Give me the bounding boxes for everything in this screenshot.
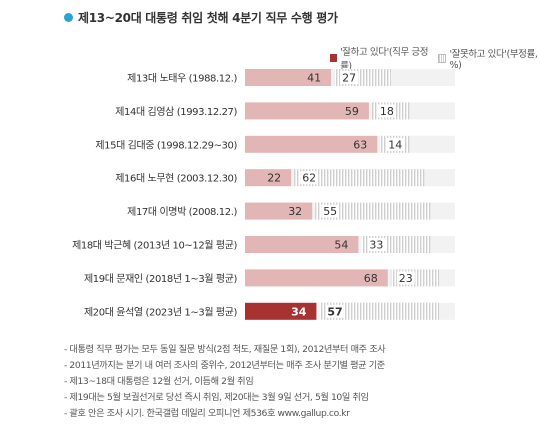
negative-value-label: 27 <box>342 72 356 85</box>
negative-label-bg <box>321 204 340 218</box>
category-label: 제15대 김대중 (1998.12.29~30) <box>95 139 237 151</box>
category-label: 제20대 윤석열 (2023년 1~3월 평균) <box>84 306 237 318</box>
footnotes: - 대통령 직무 평가는 모두 동일 질문 방식(2점 척도, 재질문 1회),… <box>64 342 386 422</box>
legend-label-negative: '잘못하고 있다'(부정률, %) <box>449 48 538 71</box>
legend-swatch-positive <box>330 54 338 62</box>
positive-value-label: 63 <box>353 138 367 151</box>
negative-bar <box>315 202 431 220</box>
footnote: - 제13~18대 대통령은 12월 선거, 이듬해 2월 취임 <box>64 376 254 387</box>
negative-value-label: 23 <box>399 272 413 285</box>
negative-label-bg <box>396 271 415 285</box>
bar-chart: 제13대 노태우 (1988.12.) 41 27 제14대 김영삼 (1993.12… <box>72 69 455 320</box>
positive-value-label: 34 <box>291 305 307 318</box>
positive-bar <box>245 135 378 153</box>
category-label: 제14대 김영삼 (1993.12.27) <box>115 106 237 118</box>
negative-label-bg <box>367 238 386 251</box>
category-label: 제13대 노태우 (1988.12.) <box>127 73 237 85</box>
negative-value-label: 18 <box>380 105 394 118</box>
positive-value-label: 41 <box>307 72 321 85</box>
positive-bar <box>245 236 359 253</box>
negative-label-bg <box>377 104 396 118</box>
positive-bar <box>245 269 388 287</box>
positive-value-label: 59 <box>345 105 359 118</box>
bullet-dot-icon <box>64 13 73 22</box>
legend-item-negative: '잘못하고 있다'(부정률, %) <box>438 44 540 72</box>
negative-value-label: 14 <box>388 138 402 151</box>
negative-value-label: 33 <box>369 239 383 252</box>
negative-label-bg <box>386 137 405 151</box>
positive-value-label: 68 <box>364 272 378 285</box>
chart-title: 제13~20대 대통령 취임 첫해 4분기 직무 수행 평가 <box>78 11 338 25</box>
negative-label-bg <box>325 304 344 318</box>
positive-bar <box>245 102 369 120</box>
category-label: 제18대 박근혜 (2013년 10~12월 평균) <box>72 240 237 252</box>
category-label: 제17대 이명박 (2008.12.) <box>127 206 237 218</box>
negative-bar <box>319 302 440 320</box>
negative-value-label: 55 <box>323 205 337 218</box>
negative-bar <box>294 169 425 187</box>
positive-bar <box>245 69 332 86</box>
footnote: - 2011년까지는 분기 내 여러 조사의 중위수, 2012년부터는 매주 … <box>64 360 385 371</box>
positive-bar <box>245 169 292 187</box>
chart-title-row: 제13~20대 대통령 취임 첫해 4분기 직무 수행 평가 <box>64 9 338 26</box>
legend-label-positive: '잘하고 있다'(직무 긍정률) <box>340 47 429 72</box>
positive-value-label: 54 <box>334 239 348 252</box>
negative-value-label: 62 <box>302 172 316 185</box>
negative-label-bg <box>300 171 319 185</box>
positive-value-label: 32 <box>288 205 302 218</box>
positive-bar <box>245 202 313 220</box>
negative-value-label: 57 <box>327 305 342 318</box>
category-label: 제16대 노무현 (2003.12.30) <box>115 173 237 185</box>
footnote: - 괄호 안은 조사 시기. 한국갤럽 데일리 오피니언 제536호 www.g… <box>64 408 350 419</box>
positive-bar <box>245 302 317 320</box>
negative-label-bg <box>340 71 359 84</box>
chart-legend: '잘하고 있다'(직무 긍정률) '잘못하고 있다'(부정률, %) <box>330 44 540 72</box>
legend-swatch-negative <box>438 53 447 63</box>
footnote: - 대통령 직무 평가는 모두 동일 질문 방식(2점 척도, 재질문 1회),… <box>64 344 386 355</box>
footnote: - 제19대는 5월 보궐선거로 당선 즉시 취임, 제20대는 3월 9일 선… <box>64 392 369 403</box>
legend-item-positive: '잘하고 있다'(직무 긍정률) <box>330 44 429 72</box>
positive-value-label: 22 <box>267 172 281 185</box>
category-label: 제19대 문재인 (2018년 1~3월 평균) <box>84 273 237 285</box>
